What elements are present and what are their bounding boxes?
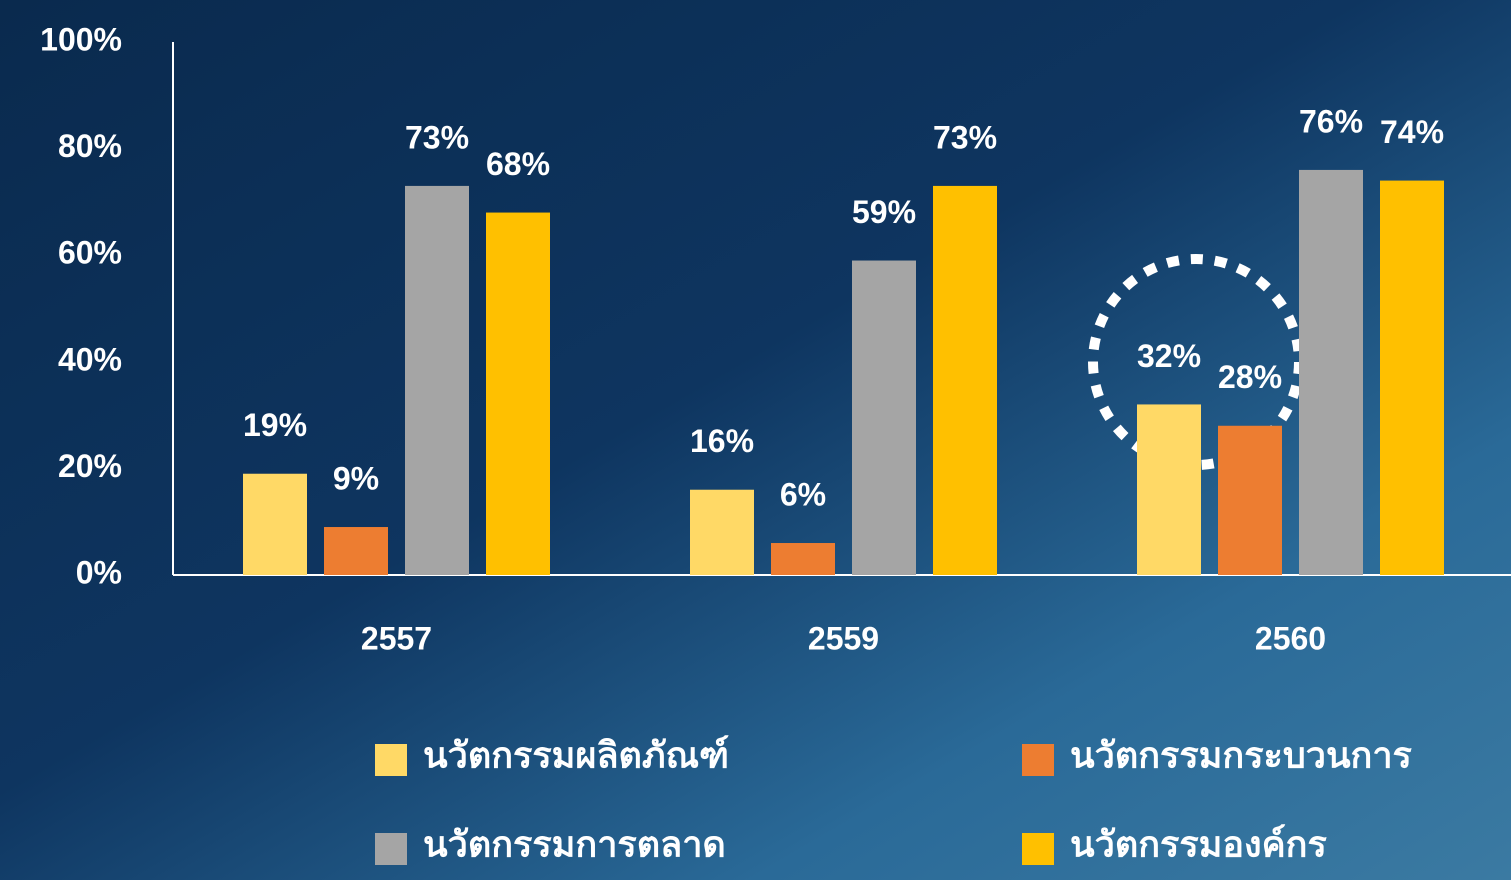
legend-label: นวัตกรรมการตลาด xyxy=(423,824,726,865)
bar xyxy=(1299,169,1363,576)
data-label: 76% xyxy=(1299,103,1363,139)
y-tick-label: 60% xyxy=(58,235,122,271)
legend-label: นวัตกรรมองค์กร xyxy=(1070,824,1327,865)
bar xyxy=(1218,425,1282,575)
data-label: 28% xyxy=(1218,359,1282,395)
y-tick-label: 20% xyxy=(58,448,122,484)
bar xyxy=(324,527,388,575)
bar xyxy=(852,260,916,575)
legend-label: นวัตกรรมผลิตภัณฑ์ xyxy=(423,735,729,776)
legend-swatch xyxy=(375,833,407,865)
legend-swatch xyxy=(1022,744,1054,776)
data-label: 68% xyxy=(486,146,550,182)
y-tick-label: 40% xyxy=(58,341,122,377)
y-tick-label: 80% xyxy=(58,128,122,164)
bar xyxy=(690,489,754,575)
y-tick-label: 0% xyxy=(76,554,122,590)
legend-swatch xyxy=(375,744,407,776)
legend-label: นวัตกรรมกระบวนการ xyxy=(1070,735,1413,776)
data-label: 74% xyxy=(1380,114,1444,150)
bar xyxy=(1380,180,1444,575)
data-label: 19% xyxy=(243,407,307,443)
data-label: 59% xyxy=(852,194,916,230)
bar xyxy=(771,543,835,575)
x-tick-label: 2560 xyxy=(1255,620,1326,656)
bar xyxy=(1137,404,1201,575)
bar xyxy=(486,212,550,575)
x-tick-label: 2557 xyxy=(361,620,432,656)
data-label: 32% xyxy=(1137,338,1201,374)
data-label: 73% xyxy=(933,119,997,155)
data-label: 9% xyxy=(333,460,379,496)
bar xyxy=(243,473,307,575)
bar xyxy=(933,185,997,575)
y-tick-label: 100% xyxy=(40,21,122,57)
data-label: 73% xyxy=(405,119,469,155)
legend-swatch xyxy=(1022,833,1054,865)
bar xyxy=(405,185,469,575)
data-label: 16% xyxy=(690,423,754,459)
x-tick-label: 2559 xyxy=(808,620,879,656)
data-label: 6% xyxy=(780,476,826,512)
